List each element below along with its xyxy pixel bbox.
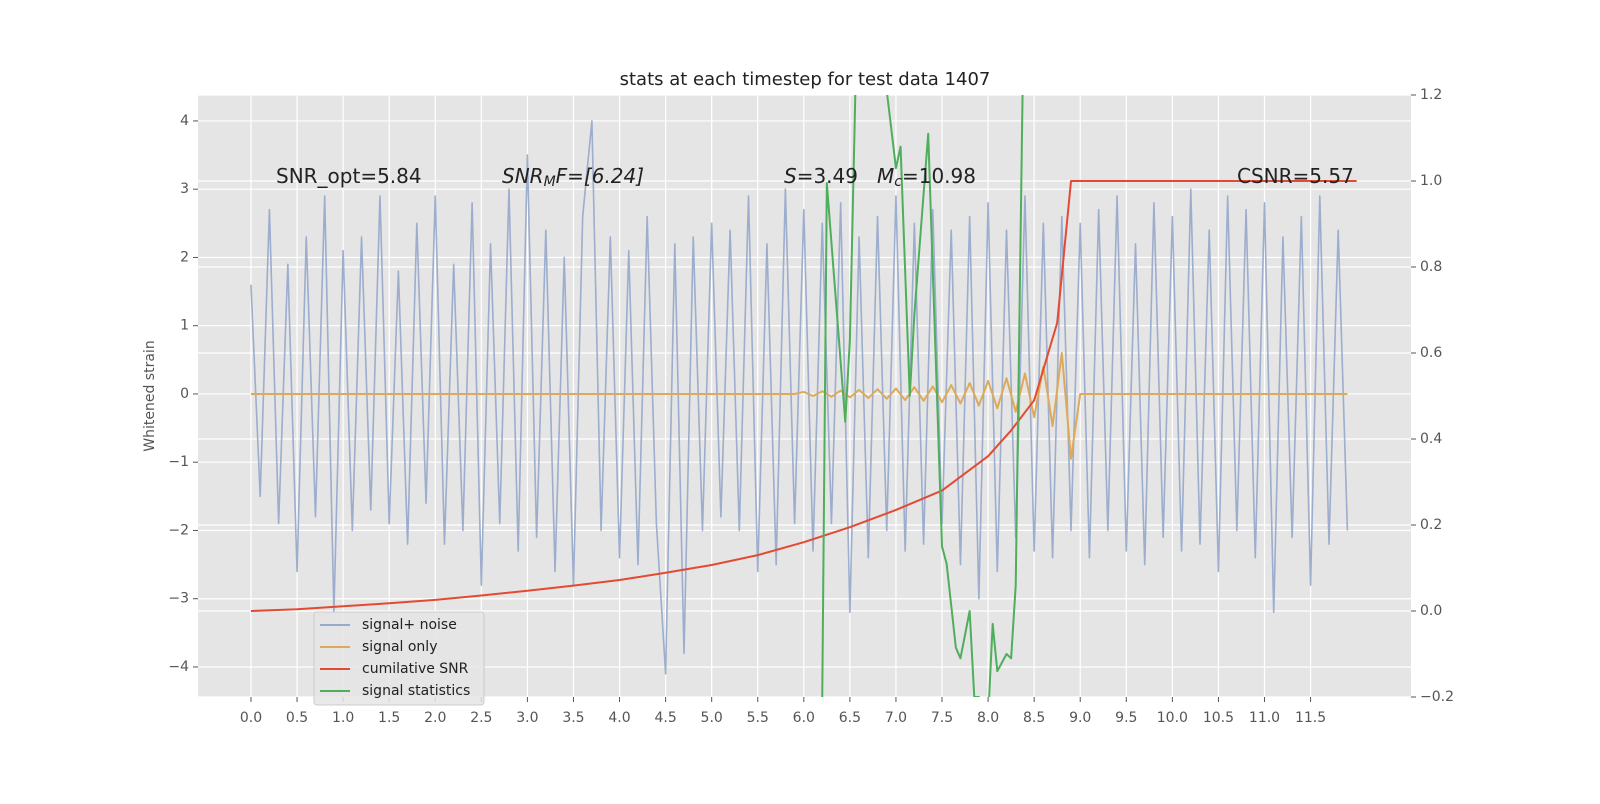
x-tick-label: 5.5	[747, 710, 769, 726]
plot-area	[198, 95, 1411, 697]
y2-tick-label: 0.0	[1420, 603, 1442, 619]
y-tick-label: −1	[168, 454, 189, 470]
x-tick-label: 0.5	[286, 710, 308, 726]
x-tick-label: 4.0	[608, 710, 630, 726]
x-tick-label: 7.0	[885, 710, 907, 726]
x-tick-label: 2.5	[470, 710, 492, 726]
annotation-text: c	[894, 174, 902, 190]
x-tick-label: 1.5	[378, 710, 400, 726]
y2-tick-label: 0.8	[1420, 259, 1442, 275]
annotation-text: SNR	[502, 164, 544, 188]
annotation-text: =10.98	[902, 164, 976, 188]
annotation-text: M	[877, 164, 894, 188]
legend-box	[313, 611, 485, 706]
y2-tick-label: 1.2	[1420, 87, 1442, 103]
y2-tick-label: 0.6	[1420, 345, 1442, 361]
x-tick-label: 10.5	[1203, 710, 1234, 726]
x-tick-label: 9.0	[1069, 710, 1091, 726]
y-tick-label: 1	[180, 318, 189, 334]
x-tick-label: 7.5	[931, 710, 953, 726]
x-tick-label: 0.0	[240, 710, 262, 726]
y-tick-label: −4	[168, 659, 189, 675]
legend-label: signal statistics	[362, 683, 470, 699]
lines	[250, 95, 1357, 697]
y-tick-label: 2	[180, 249, 189, 265]
y-tick-label: −2	[168, 522, 189, 538]
legend-label: cumilative SNR	[362, 661, 469, 677]
annotation-text: M	[544, 174, 556, 190]
x-tick-label: 3.5	[562, 710, 584, 726]
series-line	[250, 180, 1357, 612]
y-axis-label: Whitened strain	[142, 340, 158, 451]
annotation-text: =3.49	[797, 164, 858, 188]
x-tick-label: 6.0	[793, 710, 815, 726]
x-tick-label: 1.0	[332, 710, 354, 726]
y-tick-label: 0	[180, 386, 189, 402]
axes: 0.0 0.5 1.0 1.5 2.0 2.5 3.0 3.5 4.0 4.5 5.0 5.5 6.0 6…	[168, 87, 1454, 726]
annotation: CSNR=5.57	[1237, 164, 1354, 188]
y-tick-label: 3	[180, 181, 189, 197]
y2-tick-label: 0.4	[1420, 431, 1442, 447]
annotation: SNRMF=[6.24]	[502, 164, 644, 191]
annotation: Mc=10.98	[877, 164, 976, 191]
annotation: S=3.49	[784, 164, 858, 188]
annotation-text: CSNR=5.57	[1237, 164, 1354, 188]
series-line	[821, 95, 1024, 697]
x-tick-label: 11.5	[1295, 710, 1326, 726]
y-tick-label: −3	[168, 591, 189, 607]
legend-label: signal+ noise	[362, 617, 457, 633]
x-tick-label: 4.5	[654, 710, 676, 726]
x-tick-label: 2.0	[424, 710, 446, 726]
annotation-text: F=[6.24]	[556, 164, 644, 188]
annotation-text: S	[784, 164, 797, 188]
y2-tick-label: −0.2	[1420, 689, 1454, 705]
x-tick-label: 11.0	[1249, 710, 1280, 726]
y2-tick-label: 1.0	[1420, 173, 1442, 189]
annotation-text: SNR_opt=5.84	[276, 164, 422, 188]
series-line	[250, 352, 1348, 460]
annotation: SNR_opt=5.84	[276, 164, 422, 188]
x-tick-label: 6.5	[839, 710, 861, 726]
y-tick-label: 4	[180, 113, 189, 129]
y2-tick-label: 0.2	[1420, 517, 1442, 533]
x-tick-label: 9.5	[1115, 710, 1137, 726]
legend: signal+ noise signal only cumilative SNR si…	[313, 611, 485, 706]
grid	[198, 94, 1411, 698]
x-tick-label: 10.0	[1157, 710, 1188, 726]
legend-label: signal only	[362, 639, 437, 655]
x-tick-label: 8.0	[977, 710, 999, 726]
chart-title: stats at each timestep for test data 140…	[620, 69, 991, 90]
x-tick-label: 5.0	[701, 710, 723, 726]
x-tick-label: 8.5	[1023, 710, 1045, 726]
x-tick-label: 3.0	[516, 710, 538, 726]
series-line	[250, 120, 1349, 675]
